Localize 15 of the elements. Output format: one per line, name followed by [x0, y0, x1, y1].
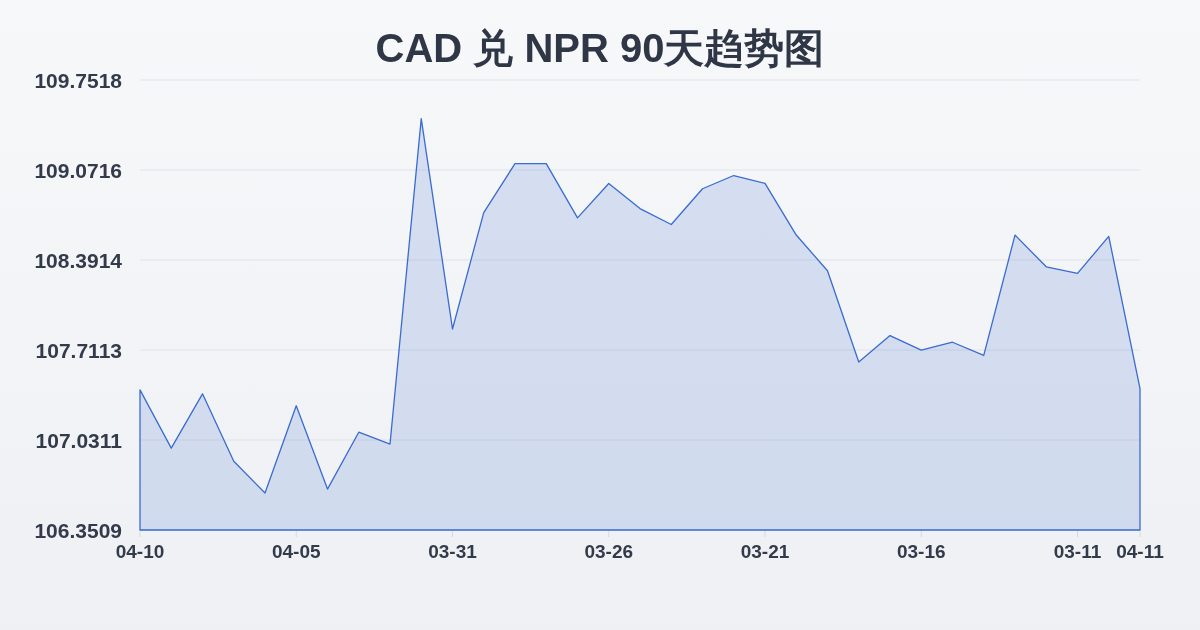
y-tick-label: 107.0311 — [35, 429, 123, 452]
y-tick-label: 109.7518 — [34, 69, 123, 92]
chart-title: CAD 兑 NPR 90天趋势图 — [375, 26, 825, 70]
y-tick-label: 107.7113 — [35, 338, 122, 362]
x-tick-label: 04-10 — [115, 541, 165, 562]
x-tick-label: 03-11 — [1053, 541, 1102, 562]
x-tick-label: 03-31 — [428, 541, 478, 562]
x-tick-label: 04-11 — [1116, 541, 1165, 562]
x-tick-label: 04-05 — [271, 541, 321, 562]
y-tick-label: 106.3509 — [34, 519, 122, 542]
x-tick-label: 03-21 — [740, 541, 790, 562]
y-tick-label: 109.0716 — [34, 159, 122, 182]
x-tick-label: 03-16 — [896, 541, 946, 562]
x-tick-label: 03-26 — [584, 541, 634, 562]
y-tick-label: 108.3914 — [34, 249, 123, 273]
